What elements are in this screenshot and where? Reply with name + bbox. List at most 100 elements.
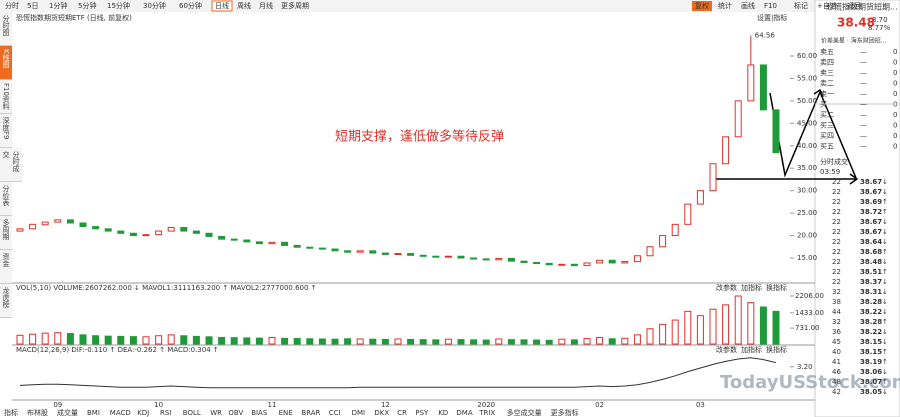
side-tab[interactable]: K线图 (0, 46, 12, 80)
indicator-tab[interactable]: CCI (329, 409, 341, 417)
trade-arrow: ↑ (882, 348, 888, 356)
tool-button[interactable]: +自选 (817, 1, 837, 10)
panel-button[interactable]: 改参数 (716, 345, 737, 354)
period-tab[interactable]: 月线 (259, 1, 273, 10)
side-tab[interactable]: 资金 (0, 250, 12, 284)
trade-arrow: ↓ (882, 338, 888, 346)
indicator-tab[interactable]: 成交量 (57, 408, 78, 417)
y-tick-label: 15.00 (797, 254, 817, 262)
indicator-tab[interactable]: 布林股 (27, 408, 48, 417)
trade-price: 38.22 (860, 308, 882, 316)
candle (507, 257, 515, 262)
indicator-tab[interactable]: DKX (374, 409, 389, 417)
indicator-tab[interactable]: BMI (87, 409, 100, 417)
tool-button[interactable]: 返回 (847, 2, 861, 10)
side-tab[interactable]: 深度F9 (0, 114, 12, 148)
trade-volume: 22 (832, 258, 841, 266)
tool-active (692, 1, 712, 11)
tool-button[interactable]: 复权 (695, 1, 709, 10)
panel-button[interactable]: 换指标 (766, 345, 787, 354)
period-tab[interactable]: 周线 (237, 1, 251, 10)
trade-volume: 22 (832, 178, 841, 186)
period-tab[interactable]: 分时 (5, 1, 19, 10)
book-volume: 0 (893, 69, 897, 77)
candle (621, 261, 629, 264)
trade-volume: 22 (832, 188, 841, 196)
volume-bar (306, 338, 314, 345)
indicator-tab[interactable]: 更多指标 (551, 408, 579, 417)
active-tab (211, 0, 233, 12)
stock-name: 恐慌指数期货短期... (826, 2, 898, 12)
indicator-tab[interactable]: RSI (160, 409, 171, 417)
trade-arrow: ↓ (882, 178, 888, 186)
side-tab[interactable]: 多周期 (0, 216, 12, 250)
period-tab[interactable]: 5日 (27, 2, 38, 10)
volume-bar (734, 295, 742, 345)
indicator-tab[interactable]: BIAS (251, 409, 268, 417)
period-tab[interactable]: 更多周期 (281, 1, 309, 10)
candle (457, 255, 465, 259)
side-tab[interactable]: 分时图 (0, 12, 12, 46)
panel-button[interactable]: 改参数 (716, 283, 737, 292)
volume-bar (545, 339, 553, 345)
indicator-tab[interactable]: 指标 (4, 408, 18, 417)
period-tab[interactable]: 30分钟 (143, 1, 166, 10)
period-tab[interactable]: 1分钟 (49, 1, 67, 10)
tool-button[interactable]: 标记 (794, 1, 808, 10)
candle (533, 261, 541, 264)
indicator-tab[interactable]: MACD (110, 409, 131, 417)
trade-arrow: ↓ (882, 298, 888, 306)
indicator-tab[interactable]: CR (397, 409, 407, 417)
volume-bar (444, 338, 452, 345)
period-tab[interactable]: 5分钟 (78, 1, 96, 10)
settings[interactable]: 设置|指标 (757, 13, 787, 22)
candle (381, 252, 389, 255)
panel-button[interactable]: 加指标 (741, 283, 762, 292)
high-label: 64.56 (755, 32, 776, 40)
period-tab[interactable]: 60分钟 (179, 1, 202, 10)
side-tab[interactable]: 分价表 (0, 182, 12, 216)
volume-bar (381, 338, 389, 345)
side-tab[interactable]: F10资料 (0, 80, 12, 114)
panel-button[interactable]: 换指标 (766, 283, 787, 292)
trade-volume: 22 (832, 218, 841, 226)
candle (608, 259, 616, 264)
indicator-tab[interactable]: DMA (456, 409, 472, 417)
volume-bar (318, 338, 326, 345)
trade-price: 38.72 (860, 208, 882, 216)
y-tick-label: 40.00 (797, 142, 817, 150)
indicator-tab[interactable]: WR (210, 409, 222, 417)
link[interactable]: 价差美星 · 海东财团招... (821, 37, 887, 45)
indicator-tab[interactable]: BRAR (301, 409, 320, 417)
indicator-tab[interactable]: DMI (352, 409, 366, 417)
candle (205, 232, 213, 237)
tool-button[interactable]: 统计 (718, 1, 732, 10)
side-tab[interactable]: 龙虎榜 (0, 284, 12, 318)
tool-button[interactable]: 画线 (741, 1, 755, 10)
volume-bar (54, 332, 62, 345)
indicator-tab[interactable]: 多空成交量 (507, 408, 542, 417)
indicator-tab[interactable]: KDJ (137, 409, 149, 417)
panel-button[interactable]: 加指标 (741, 345, 762, 354)
side-tab[interactable]: 分时成交 (0, 148, 22, 182)
book-label: 卖二 (820, 80, 834, 88)
tool-button[interactable]: F10 (764, 2, 777, 10)
indicator-tab[interactable]: BOLL (183, 409, 201, 417)
period-tab[interactable]: 日线 (215, 1, 229, 10)
indicator-tab[interactable]: TRIX (478, 409, 495, 417)
book-label: 买四 (820, 132, 834, 140)
indicator-tab[interactable]: KD (438, 409, 448, 417)
y-tick-label: 3.20 (797, 363, 813, 371)
book-volume: 0 (893, 80, 897, 88)
volume-bar (331, 338, 339, 345)
candle (734, 100, 742, 138)
x-tick-label: 2020 (477, 401, 495, 409)
period-tab[interactable]: 15分钟 (107, 1, 130, 10)
volume-bar (646, 328, 654, 345)
book-label: 买二 (820, 111, 834, 119)
indicator-tab[interactable]: PSY (415, 409, 429, 417)
trade-arrow: ↓ (882, 328, 888, 336)
indicator-tab[interactable]: OBV (228, 409, 243, 417)
indicator-tab[interactable]: ENE (279, 409, 293, 417)
candle (747, 64, 755, 102)
